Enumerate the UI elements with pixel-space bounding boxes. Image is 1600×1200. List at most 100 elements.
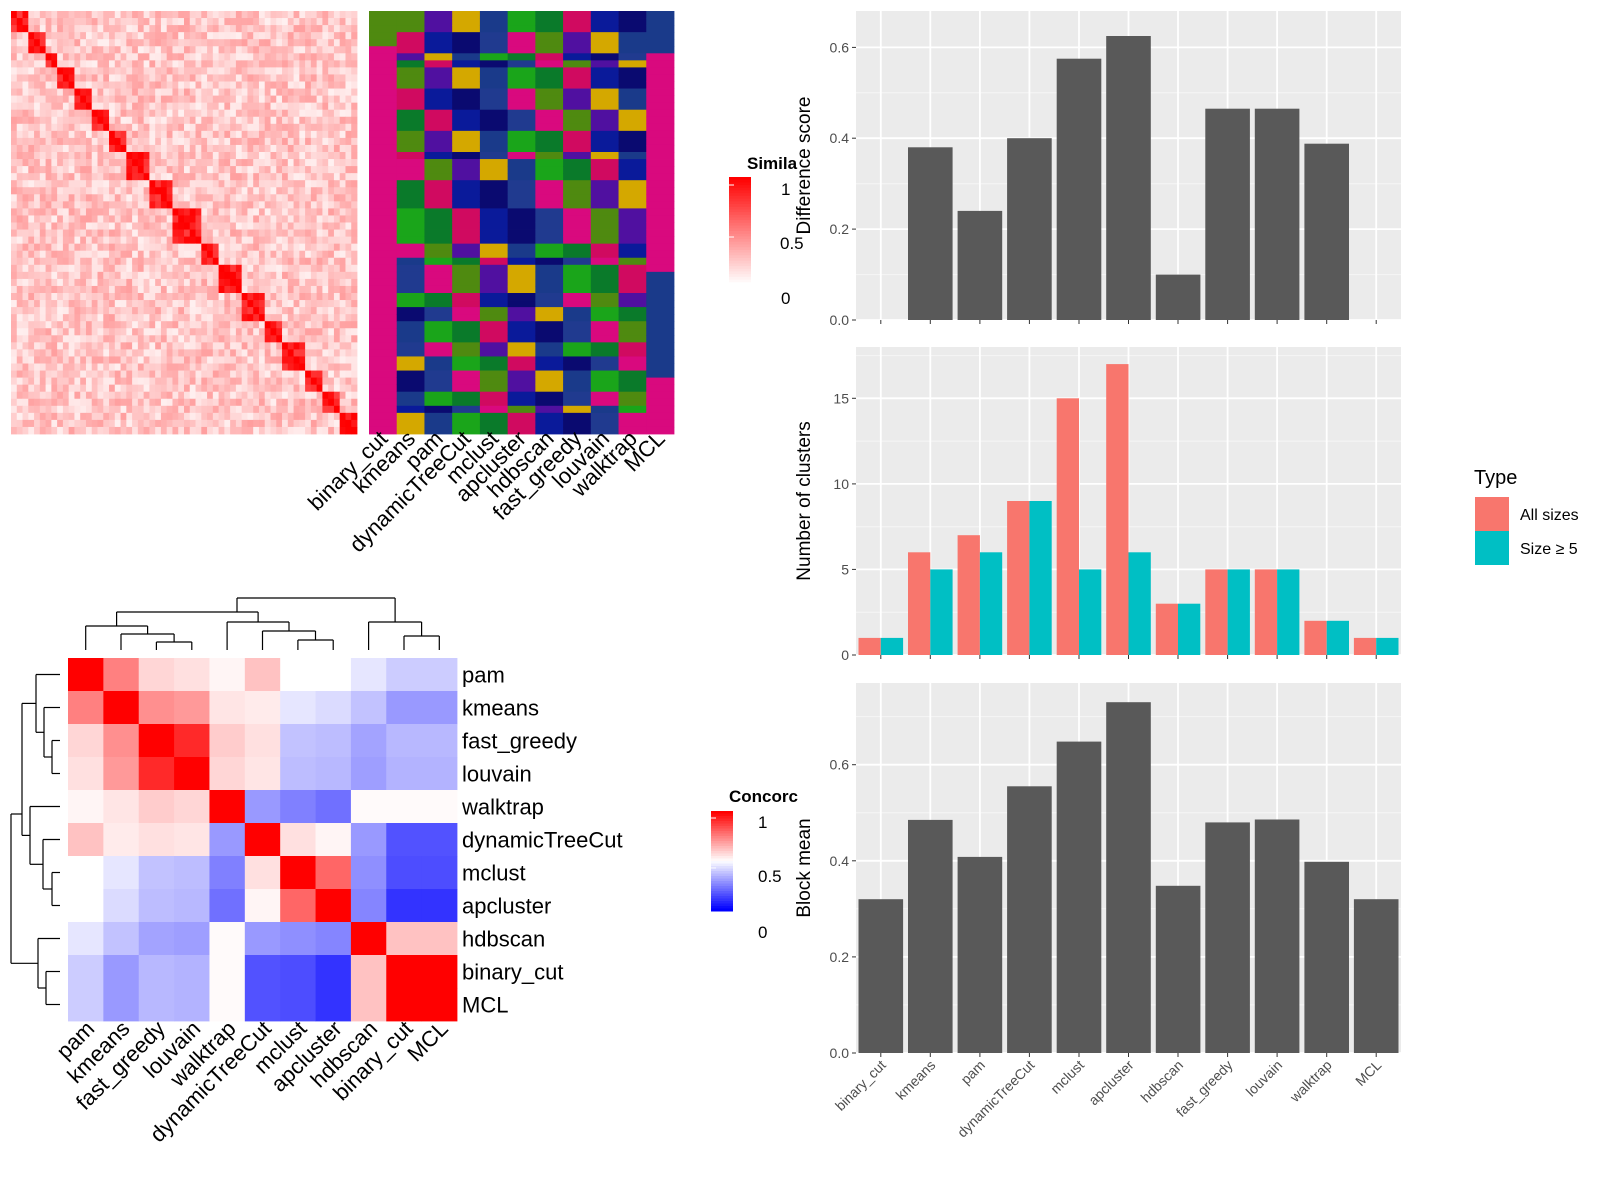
similarity-cell [126, 74, 133, 82]
similarity-cell [11, 264, 18, 273]
similarity-cell [16, 307, 23, 315]
similarity-cell [299, 152, 306, 160]
similarity-cell [299, 328, 306, 336]
assignment-cell [424, 152, 453, 160]
similarity-cell [235, 370, 243, 378]
similarity-cell [155, 250, 162, 259]
similarity-cell [299, 46, 306, 54]
similarity-cell [178, 32, 185, 40]
assignment-cell [590, 250, 619, 259]
similarity-cell [28, 208, 35, 216]
assignment-cell [507, 335, 536, 343]
assignment-cell [535, 18, 564, 26]
similarity-cell [97, 194, 104, 202]
similarity-cell [149, 152, 156, 160]
similarity-cell [34, 102, 41, 111]
similarity-cell [16, 201, 23, 209]
similarity-cell [97, 264, 104, 273]
similarity-cell [57, 166, 64, 174]
similarity-cell [51, 116, 58, 125]
assignment-cell [424, 144, 453, 153]
similarity-cell [184, 215, 191, 223]
similarity-cell [114, 278, 121, 287]
assignment-cell [479, 398, 509, 407]
similarity-cell [339, 60, 346, 68]
similarity-cell [68, 88, 75, 96]
similarity-cell [184, 419, 191, 428]
similarity-cell [97, 102, 104, 111]
similarity-cell [28, 412, 35, 421]
assignment-cell [452, 208, 481, 216]
similarity-cell [189, 377, 196, 386]
similarity-cell [230, 11, 237, 19]
similarity-cell [322, 166, 329, 174]
similarity-cell [137, 123, 145, 132]
assignment-cell [507, 194, 536, 202]
similarity-cell [11, 370, 18, 378]
assignment-cell [452, 173, 481, 181]
similarity-cell [85, 88, 93, 96]
similarity-cell [143, 32, 150, 40]
similarity-cell [80, 257, 87, 266]
similarity-cell [155, 377, 162, 386]
similarity-cell [345, 32, 352, 40]
assignment-cell [396, 81, 425, 89]
similarity-cell [322, 236, 329, 245]
similarity-cell [316, 173, 323, 181]
similarity-cell [247, 271, 254, 280]
similarity-cell [230, 25, 237, 33]
similarity-cell [218, 194, 225, 202]
similarity-cell [189, 278, 196, 287]
similarity-cell [184, 109, 191, 118]
similarity-cell [282, 370, 289, 378]
similarity-cell [68, 116, 75, 125]
similarity-cell [201, 398, 208, 407]
concordance-cell [280, 988, 316, 1022]
cluster-count-bar [1353, 637, 1377, 655]
block-mean-bar [908, 819, 953, 1053]
similarity-cell [172, 116, 179, 125]
similarity-cell [224, 32, 231, 40]
similarity-cell [39, 391, 46, 400]
similarity-cell [224, 293, 231, 301]
similarity-cell [310, 60, 318, 68]
similarity-cell [230, 370, 237, 378]
similarity-cell [322, 222, 329, 230]
similarity-cell [184, 88, 191, 96]
similarity-cell [230, 46, 237, 54]
similarity-cell [258, 159, 266, 167]
similarity-cell [299, 370, 306, 378]
similarity-cell [155, 271, 162, 280]
similarity-legend-swatch [729, 241, 751, 245]
assignment-cell [479, 356, 509, 364]
similarity-cell [293, 314, 300, 322]
assignment-cell [646, 39, 675, 47]
similarity-cell [333, 187, 341, 195]
similarity-cell [103, 419, 110, 428]
similarity-cell [149, 236, 156, 245]
similarity-cell [299, 307, 306, 315]
similarity-cell [137, 208, 145, 216]
similarity-cell [34, 60, 41, 68]
similarity-cell [282, 67, 289, 75]
similarity-cell [316, 328, 323, 336]
assignment-cell [563, 356, 592, 364]
similarity-cell [195, 116, 202, 125]
similarity-cell [114, 95, 121, 104]
similarity-cell [120, 194, 127, 202]
similarity-cell [126, 180, 133, 188]
similarity-cell [45, 285, 52, 294]
similarity-cell [339, 81, 346, 89]
assignment-cell [369, 208, 398, 216]
similarity-cell [207, 363, 214, 371]
assignment-cell [618, 229, 647, 237]
similarity-cell [109, 88, 116, 96]
assignment-cell [590, 102, 619, 111]
similarity-cell [166, 314, 173, 322]
similarity-cell [258, 95, 266, 104]
similarity-cell [178, 363, 185, 371]
similarity-cell [345, 208, 352, 216]
similarity-cell [172, 426, 179, 435]
assignment-cell [424, 88, 453, 96]
similarity-cell [51, 95, 58, 104]
